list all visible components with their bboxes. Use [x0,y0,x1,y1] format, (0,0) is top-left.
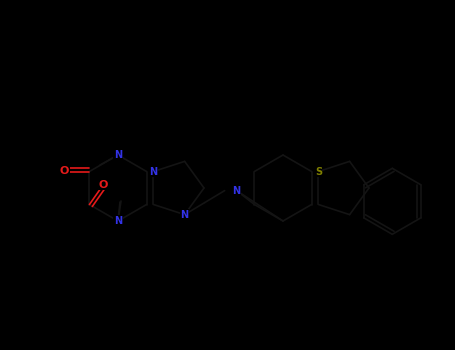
Text: N: N [233,186,241,196]
Text: N: N [114,150,122,160]
Text: S: S [315,167,322,176]
Text: O: O [60,167,69,176]
Text: O: O [99,180,108,189]
Text: N: N [114,216,122,226]
Text: N: N [114,216,122,226]
Text: N: N [181,210,189,220]
Text: N: N [233,186,241,196]
Text: N: N [149,167,157,176]
